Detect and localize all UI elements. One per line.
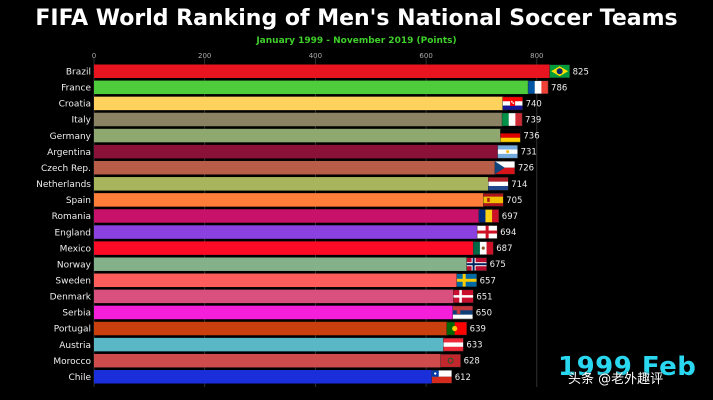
mexico-flag-icon <box>473 241 494 255</box>
value-label: 697 <box>502 212 518 222</box>
value-label: 612 <box>455 373 471 383</box>
value-label: 650 <box>476 308 492 318</box>
bar-england <box>94 225 479 239</box>
category-label: Austria <box>59 341 91 351</box>
argentina-flag-icon <box>497 144 518 159</box>
category-label: Romania <box>52 212 91 222</box>
chart-subtitle: January 1999 - November 2019 (Points) <box>256 36 457 46</box>
value-label: 739 <box>525 115 541 125</box>
bar-czech <box>94 160 496 175</box>
bar-chile <box>94 370 433 384</box>
morocco-flag-icon <box>440 353 461 368</box>
value-label: 736 <box>523 132 539 142</box>
spain-flag-icon <box>483 193 504 207</box>
value-label: 740 <box>526 99 542 109</box>
x-tick-label: 200 <box>198 52 211 60</box>
category-label: Germany <box>50 132 92 142</box>
value-label: 639 <box>470 325 486 335</box>
x-tick-label: 0 <box>92 52 96 60</box>
serbia-flag-icon <box>452 305 473 320</box>
bar-austria <box>94 337 445 352</box>
france-flag-icon <box>527 80 549 95</box>
category-label: Portugal <box>54 325 91 335</box>
category-label: Norway <box>57 260 92 270</box>
value-label: 687 <box>496 244 512 254</box>
value-label: 726 <box>518 164 534 174</box>
category-label: Sweden <box>55 276 91 286</box>
england-flag-icon <box>476 225 498 239</box>
croatia-flag-icon <box>502 96 523 111</box>
category-label: Croatia <box>59 100 91 110</box>
germany-flag-icon <box>500 128 521 143</box>
bar-france <box>94 80 530 95</box>
austria-flag-icon <box>443 337 464 352</box>
category-label: France <box>61 84 91 94</box>
watermark: 头条 @老外趣评 <box>568 372 664 387</box>
value-label: 825 <box>573 67 589 77</box>
value-label: 714 <box>511 180 527 190</box>
date-label: 1999 Feb <box>558 352 697 382</box>
x-tick-label: 400 <box>309 52 322 60</box>
sweden-flag-icon <box>456 273 477 287</box>
bar-denmark <box>94 289 455 304</box>
bar-germany <box>94 128 502 143</box>
category-label: Brazil <box>66 67 91 77</box>
bar-portugal <box>94 321 448 336</box>
bar-mexico <box>94 241 475 255</box>
denmark-flag-icon <box>453 289 474 304</box>
value-label: 651 <box>476 292 492 302</box>
category-label: Argentina <box>47 148 91 158</box>
netherlands-flag-icon <box>487 177 509 191</box>
chart-title: FIFA World Ranking of Men's National Soc… <box>35 6 678 31</box>
value-label: 786 <box>551 83 567 93</box>
category-label: Denmark <box>50 293 92 303</box>
value-label: 705 <box>506 196 522 206</box>
bar-brazil <box>94 64 551 78</box>
bar-serbia <box>94 305 454 320</box>
bar-romania <box>94 209 480 223</box>
value-label: 628 <box>464 357 480 367</box>
x-tick-label: 600 <box>419 52 432 60</box>
value-label: 633 <box>466 341 482 351</box>
category-label: Netherlands <box>36 180 91 190</box>
category-label: Czech Rep. <box>41 164 91 174</box>
category-label: Serbia <box>62 309 91 319</box>
x-tick-label: 800 <box>530 52 543 60</box>
norway-flag-icon <box>466 257 487 271</box>
value-label: 731 <box>521 148 537 158</box>
czech-flag-icon <box>494 161 516 175</box>
value-label: 694 <box>500 228 516 238</box>
romania-flag-icon <box>478 209 499 223</box>
category-label: Morocco <box>53 357 91 367</box>
bar-sweden <box>94 273 458 288</box>
category-label: Chile <box>68 373 91 383</box>
category-label: Spain <box>66 196 91 206</box>
bar-italy <box>94 112 504 127</box>
italy-flag-icon <box>501 112 523 127</box>
bar-netherlands <box>94 177 490 191</box>
bar-spain <box>94 193 485 207</box>
chile-flag-icon <box>431 370 452 384</box>
category-label: Mexico <box>60 244 92 254</box>
category-label: Italy <box>71 116 91 126</box>
category-label: England <box>54 228 91 238</box>
bar-argentina <box>94 144 499 159</box>
value-label: 675 <box>490 260 506 270</box>
bar-morocco <box>94 353 442 368</box>
value-label: 657 <box>480 276 496 286</box>
bar-croatia <box>94 96 504 111</box>
brazil-flag-icon <box>549 64 570 78</box>
portugal-flag-icon <box>446 321 467 336</box>
bar-norway <box>94 257 468 271</box>
